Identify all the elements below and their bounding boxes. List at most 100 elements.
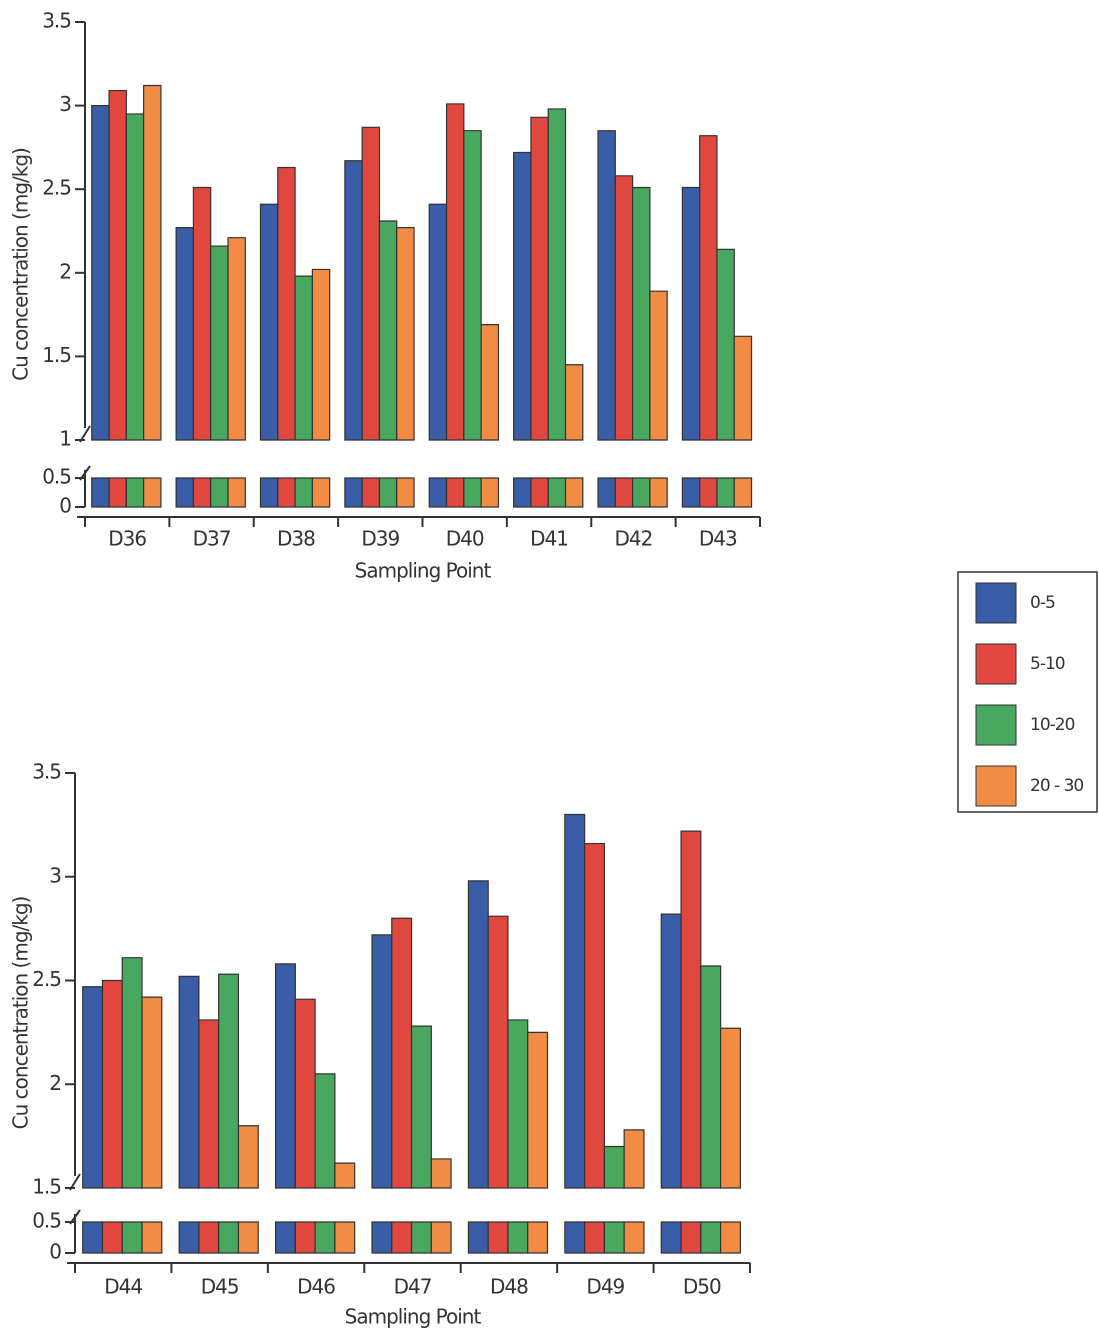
- bar: [699, 135, 718, 508]
- legend-swatch: [975, 765, 1017, 807]
- bar: [391, 917, 413, 1254]
- y-tick-label: 1: [59, 427, 71, 451]
- bar: [125, 113, 145, 508]
- bar: [192, 186, 212, 508]
- y-tick-label: 2.5: [32, 967, 61, 991]
- x-tick-label: D39: [361, 527, 399, 551]
- bar: [428, 203, 448, 508]
- x-tick-label: D40: [446, 527, 484, 551]
- x-axis-title: Sampling Point: [345, 1305, 482, 1329]
- bar: [344, 160, 363, 508]
- bar: [564, 813, 586, 1254]
- y-tick-label: 0.5: [42, 465, 71, 489]
- bar: [210, 245, 229, 508]
- bar: [91, 105, 110, 508]
- x-tick-label: D48: [490, 1275, 528, 1299]
- y-tick-label: 1.5: [32, 1175, 61, 1199]
- bar: [614, 175, 634, 508]
- bar: [378, 220, 398, 508]
- bar: [480, 324, 500, 508]
- bar: [277, 166, 296, 508]
- bar: [371, 934, 393, 1254]
- bar: [227, 237, 246, 508]
- bar: [660, 913, 682, 1254]
- bar: [631, 186, 651, 508]
- bar: [719, 1027, 741, 1254]
- y-tick-label: 1.5: [42, 343, 71, 367]
- bar: [467, 880, 489, 1254]
- bar: [259, 203, 279, 508]
- bar: [564, 364, 584, 508]
- bar: [141, 996, 163, 1254]
- y-tick-label: 3: [49, 863, 61, 887]
- x-tick-label: D38: [277, 527, 315, 551]
- bar: [396, 227, 415, 508]
- x-tick-label: D37: [193, 527, 231, 551]
- legend-swatch: [975, 704, 1017, 746]
- bar: [463, 130, 482, 508]
- bar: [82, 986, 104, 1254]
- y-tick-label: 2: [49, 1071, 61, 1095]
- bar: [513, 151, 532, 508]
- bar: [311, 268, 331, 508]
- bar: [623, 1129, 645, 1254]
- bar: [547, 108, 567, 508]
- bar: [121, 957, 143, 1254]
- x-tick-label: D44: [104, 1275, 142, 1299]
- bar: [603, 1145, 625, 1254]
- bar: [143, 84, 162, 508]
- x-tick-label: D41: [530, 527, 568, 551]
- bar: [430, 1158, 452, 1254]
- bar: [680, 830, 702, 1254]
- legend-label: 10-20: [1030, 715, 1075, 735]
- bar: [314, 1073, 336, 1254]
- bar: [218, 973, 240, 1254]
- y-tick-label: 2.5: [42, 176, 71, 200]
- y-tick-label: 2: [59, 259, 71, 283]
- axis-break: [69, 1173, 81, 1225]
- bar: [681, 186, 701, 508]
- bar: [334, 1162, 356, 1254]
- x-tick-label: D50: [683, 1275, 721, 1299]
- bar: [530, 116, 549, 508]
- bar: [716, 248, 735, 508]
- bar: [445, 103, 465, 508]
- y-tick-label: 3.5: [42, 9, 71, 33]
- y-tick-label: 3: [59, 92, 71, 116]
- x-tick-label: D36: [108, 527, 146, 551]
- legend-label: 20 - 30: [1030, 776, 1083, 796]
- x-tick-label: D46: [297, 1275, 335, 1299]
- x-tick-label: D49: [586, 1275, 624, 1299]
- bar: [294, 998, 316, 1254]
- bar: [487, 915, 509, 1254]
- bar: [178, 975, 200, 1254]
- bar: [649, 290, 668, 508]
- bar: [108, 89, 127, 508]
- bar: [733, 335, 753, 508]
- y-axis-title: Cu concentration (mg/kg): [9, 896, 33, 1129]
- legend-label: 0-5: [1030, 593, 1055, 613]
- y-tick-label: 0: [49, 1240, 61, 1264]
- axis-break: [79, 425, 91, 481]
- x-tick-label: D43: [699, 527, 737, 551]
- bar: [237, 1125, 259, 1254]
- legend-label: 5-10: [1030, 654, 1065, 674]
- legend-swatch: [975, 643, 1017, 685]
- x-tick-label: D47: [394, 1275, 432, 1299]
- y-tick-label: 0.5: [32, 1209, 61, 1233]
- bar: [274, 963, 296, 1254]
- legend-swatch: [975, 582, 1017, 624]
- x-tick-label: D45: [201, 1275, 239, 1299]
- y-tick-label: 3.5: [32, 760, 61, 784]
- x-tick-label: D42: [615, 527, 653, 551]
- bar: [584, 842, 605, 1254]
- bar: [700, 965, 722, 1254]
- bar: [175, 227, 195, 508]
- bar: [294, 275, 313, 508]
- y-axis-title: Cu concentration (mg/kg): [9, 148, 33, 381]
- bar: [597, 130, 616, 508]
- bar: [198, 1019, 220, 1254]
- y-tick-label: 0: [59, 494, 71, 518]
- bar: [410, 1025, 432, 1254]
